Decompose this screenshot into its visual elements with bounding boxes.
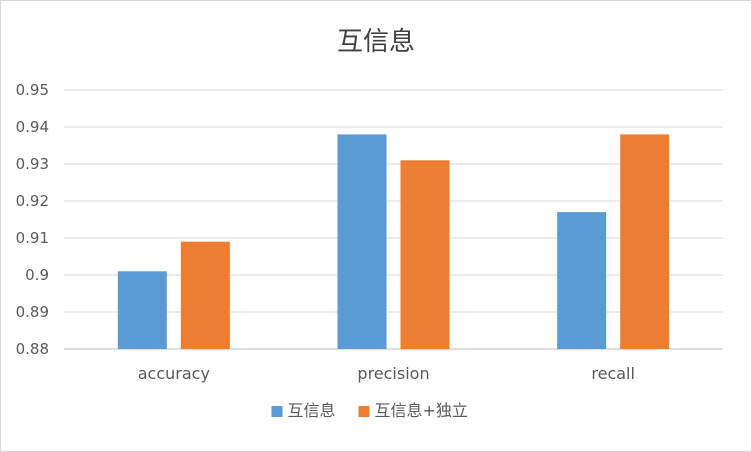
y-tick-label: 0.95 [16, 81, 49, 99]
x-tick-label: recall [591, 364, 635, 383]
y-tick-label: 0.91 [16, 229, 49, 247]
y-tick-label: 0.89 [16, 303, 49, 321]
bar-series1-precision [337, 134, 387, 349]
y-tick-label: 0.92 [16, 192, 49, 210]
bar-series2-accuracy [180, 241, 230, 349]
legend-swatch [271, 406, 283, 417]
legend-swatch [358, 406, 370, 417]
x-tick-label: accuracy [138, 364, 210, 383]
legend-label: 互信息 [288, 401, 336, 420]
bar-series1-accuracy [117, 271, 167, 349]
y-tick-label: 0.94 [16, 118, 49, 136]
bar-series1-recall [557, 212, 607, 349]
x-tick-label: precision [357, 364, 429, 383]
bar-series2-recall [620, 134, 670, 349]
y-tick-label: 0.9 [25, 266, 49, 284]
bar-series2-precision [400, 160, 450, 349]
chart-title: 互信息 [336, 27, 415, 57]
y-tick-label: 0.88 [16, 340, 49, 358]
y-tick-label: 0.93 [16, 155, 49, 173]
legend-label: 互信息+独立 [375, 401, 468, 420]
